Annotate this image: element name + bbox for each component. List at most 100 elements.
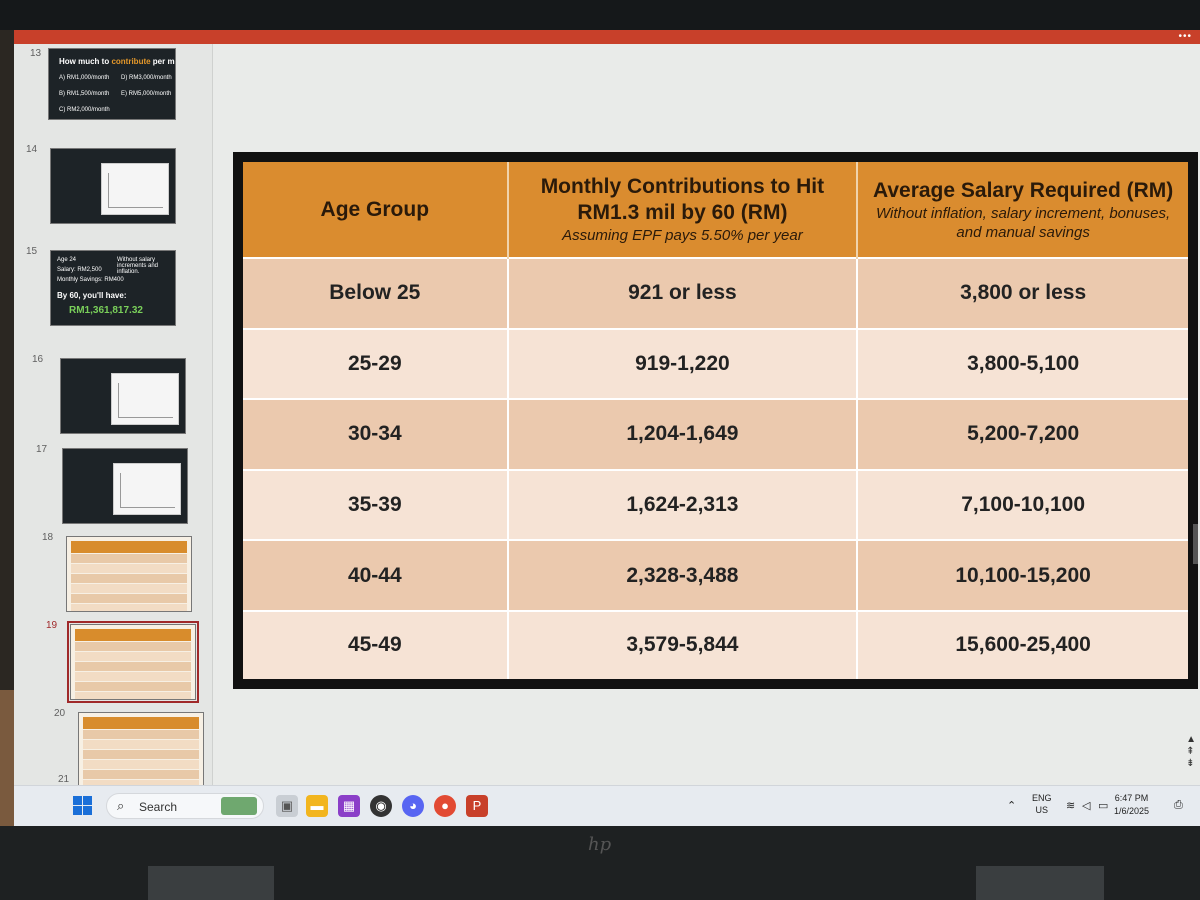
- cell-contribution: 3,579-5,844: [507, 609, 859, 679]
- cell-salary: 15,600-25,400: [857, 609, 1188, 679]
- slide-number: 19: [46, 620, 58, 631]
- cell-salary: 10,100-15,200: [857, 539, 1188, 611]
- search-highlight-image: [221, 797, 257, 815]
- hp-logo-icon: hp: [588, 834, 612, 855]
- header-main: Age Group: [320, 197, 430, 221]
- powerpoint-icon[interactable]: P: [466, 795, 488, 817]
- cell-salary: 7,100-10,100: [857, 468, 1188, 541]
- app-icon[interactable]: ▦: [338, 795, 360, 817]
- cell-contribution: 921 or less: [507, 257, 859, 329]
- slide-number: 15: [26, 246, 38, 257]
- taskbar-search-box[interactable]: ⌕ Search: [106, 793, 264, 819]
- battery-icon[interactable]: ▭: [1098, 800, 1109, 812]
- cell-salary: 3,800-5,100: [857, 327, 1188, 400]
- laptop-bezel-top: [0, 0, 1200, 30]
- chevron-up-icon[interactable]: ⌃: [1007, 800, 1017, 812]
- windows-taskbar: ⌕ Search ▣ ▬ ▦ ◉ ◕ ● P ⌃ ENG US ≋ ◁ ▭ 6:…: [14, 785, 1200, 826]
- table-row: 30-34 1,204-1,649 5,200-7,200: [243, 398, 1188, 470]
- header-sub: Assuming EPF pays 5.50% per year: [562, 227, 803, 244]
- slide-17-preview[interactable]: [62, 448, 188, 524]
- task-view-icon[interactable]: ▣: [276, 795, 298, 817]
- cell-contribution: 919-1,220: [507, 327, 859, 400]
- cell-contribution: 1,204-1,649: [507, 398, 859, 470]
- search-label: Search: [139, 800, 178, 814]
- cell-age: 35-39: [243, 468, 509, 541]
- mini-chart: [113, 463, 181, 515]
- cell-age: 40-44: [243, 539, 509, 611]
- file-explorer-icon[interactable]: ▬: [306, 795, 328, 817]
- table-row: 25-29 919-1,220 3,800-5,100: [243, 327, 1188, 400]
- cell-age: 25-29: [243, 327, 509, 400]
- table-row: 35-39 1,624-2,313 7,100-10,100: [243, 468, 1188, 541]
- mini-chart: [111, 373, 179, 425]
- search-icon: ⌕: [117, 798, 125, 813]
- final-amount: RM1,361,817.32: [69, 305, 143, 316]
- language-code: ENG: [1032, 793, 1052, 803]
- clock-time: 6:47 PM: [1114, 793, 1149, 803]
- header-main: Average Salary Required (RM): [872, 178, 1174, 202]
- cell-salary: 3,800 or less: [857, 257, 1188, 329]
- current-slide[interactable]: Age Group Monthly Contributions to Hit R…: [233, 152, 1198, 689]
- slide-editing-area[interactable]: ⇨ Age Group Monthly Contributions to Hit…: [213, 44, 1200, 785]
- header-age-group: Age Group: [243, 162, 509, 258]
- slide-number: 14: [26, 144, 38, 155]
- mini-table: [71, 541, 187, 611]
- bullet-age: Age 24: [57, 257, 77, 263]
- more-options-icon[interactable]: •••: [1178, 31, 1192, 42]
- slide-19-preview-selected[interactable]: [67, 621, 199, 703]
- hinge-right: [976, 866, 1104, 900]
- option-a: A) RM1,000/month: [59, 75, 110, 81]
- header-main: Monthly Contributions to Hit RM1.3 mil b…: [540, 175, 825, 224]
- cell-salary: 5,200-7,200: [857, 398, 1188, 470]
- mini-table: [75, 629, 191, 699]
- bullet-savings: Monthly Savings: RM400: [57, 277, 124, 283]
- clock-date: 1/6/2025: [1114, 806, 1150, 816]
- mini-table: [83, 717, 199, 787]
- region-code: US: [1035, 805, 1049, 815]
- bullet-salary: Salary: RM2,500: [57, 267, 102, 273]
- wifi-icon[interactable]: ≋: [1066, 800, 1076, 812]
- hinge-left: [148, 866, 274, 900]
- slide-number: 18: [42, 532, 54, 543]
- slide-scrollbar[interactable]: [1193, 524, 1198, 564]
- discord-icon[interactable]: ◕: [402, 795, 424, 817]
- option-b: B) RM1,500/month: [59, 91, 110, 97]
- cell-age: 30-34: [243, 398, 509, 470]
- slide-number: 21: [58, 774, 70, 785]
- screen: ••• 13 How much to contribute per month?…: [14, 30, 1200, 826]
- slide-number: 16: [32, 354, 44, 365]
- cell-contribution: 1,624-2,313: [507, 468, 859, 541]
- header-sub: Without inflation, salary increment, bon…: [876, 204, 1171, 241]
- slide-number: 17: [36, 444, 48, 455]
- taskbar-clock[interactable]: 6:47 PM 1/6/2025: [1114, 792, 1149, 818]
- scroll-arrows-icon[interactable]: ▲ ⇞ ⇟: [1186, 734, 1196, 769]
- table-header-row: Age Group Monthly Contributions to Hit R…: [243, 162, 1188, 258]
- cell-contribution: 2,328-3,488: [507, 539, 859, 611]
- by-60-line: By 60, you'll have:: [57, 291, 127, 300]
- slide-thumbnail-pane[interactable]: 13 How much to contribute per month? A) …: [14, 44, 228, 795]
- option-e: E) RM5,000/month: [121, 91, 172, 97]
- slide-18-preview[interactable]: [66, 536, 192, 612]
- slide-16-preview[interactable]: [60, 358, 186, 434]
- header-average-salary: Average Salary Required (RM) Without inf…: [857, 162, 1188, 258]
- slide-14-preview[interactable]: [50, 148, 176, 224]
- slide-20-preview[interactable]: [78, 712, 204, 788]
- volume-icon[interactable]: ◁: [1082, 800, 1091, 812]
- slide-number: 20: [54, 708, 66, 719]
- notification-icon[interactable]: ⎙: [1174, 799, 1183, 811]
- slide-13-title: How much to contribute per month?: [59, 57, 175, 66]
- table-row: 40-44 2,328-3,488 10,100-15,200: [243, 539, 1188, 611]
- option-d: D) RM3,000/month: [121, 75, 172, 81]
- header-monthly-contributions: Monthly Contributions to Hit RM1.3 mil b…: [507, 162, 859, 258]
- cell-age: Below 25: [243, 257, 509, 329]
- obs-icon[interactable]: ◉: [370, 795, 392, 817]
- language-indicator[interactable]: ENG US: [1032, 792, 1052, 816]
- age-contribution-table: Age Group Monthly Contributions to Hit R…: [243, 162, 1188, 679]
- slide-number: 13: [30, 48, 42, 59]
- chrome-icon[interactable]: ●: [434, 795, 456, 817]
- option-c: C) RM2,000/month: [59, 107, 110, 113]
- slide-15-preview[interactable]: Age 24 Salary: RM2,500 Monthly Savings: …: [50, 250, 176, 326]
- windows-start-icon[interactable]: [72, 795, 94, 817]
- slide-13-preview[interactable]: How much to contribute per month? A) RM1…: [48, 48, 176, 120]
- powerpoint-title-bar: •••: [14, 30, 1200, 44]
